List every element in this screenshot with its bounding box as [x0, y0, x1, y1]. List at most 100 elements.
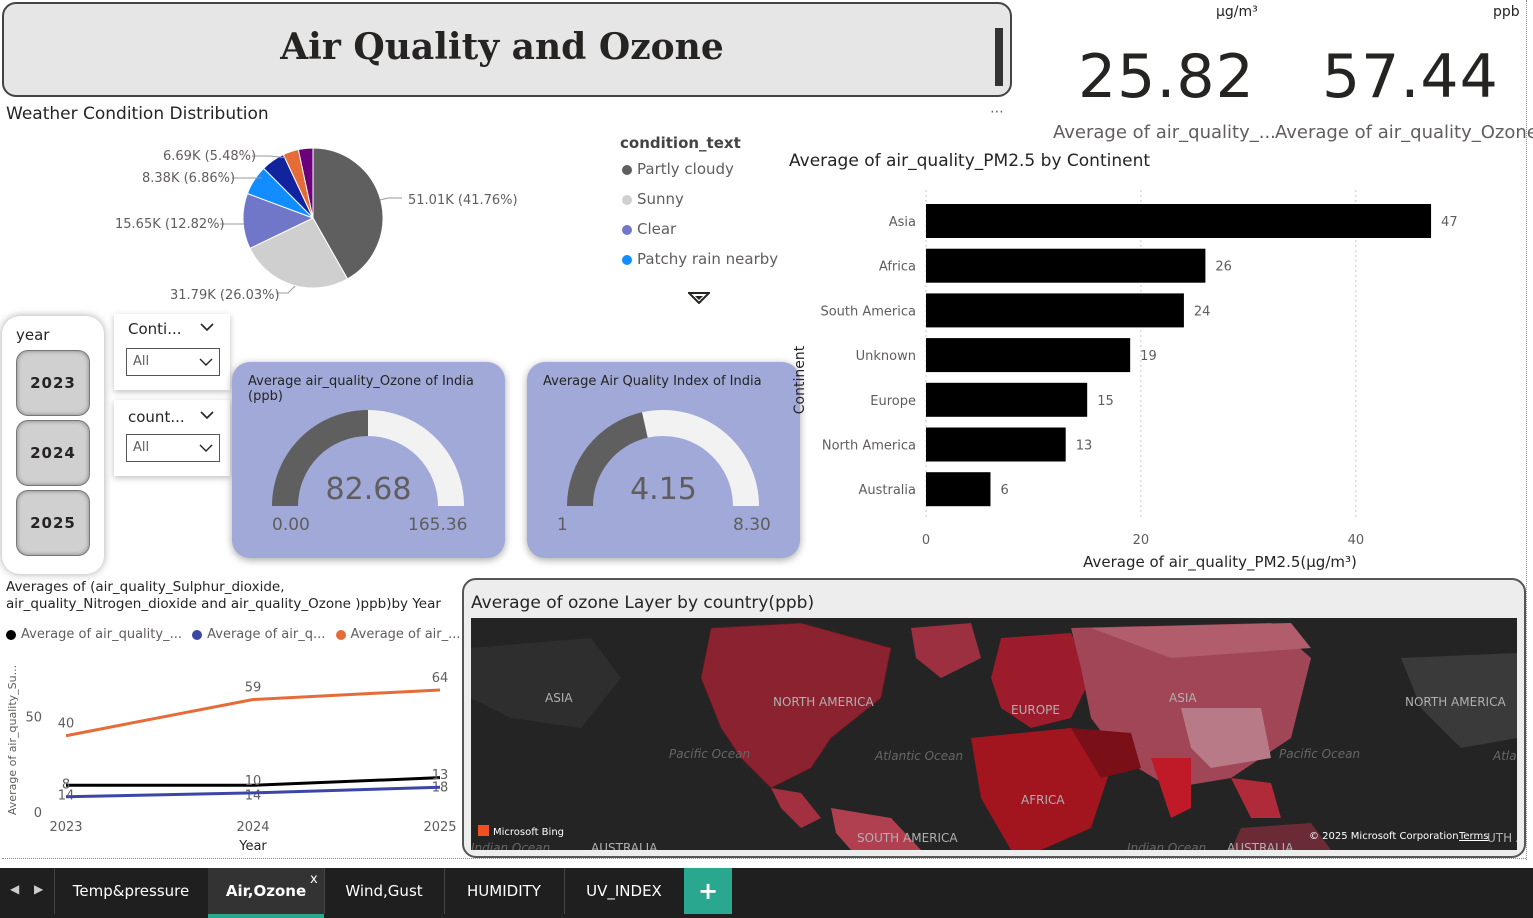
- pie-chart: 51.01K (41.76%) 31.79K (26.03%) 15.65K (…: [115, 147, 518, 303]
- gauge-min: 0.00: [272, 515, 310, 535]
- tab-close-icon[interactable]: x: [310, 872, 318, 887]
- gauge-fill: [272, 410, 368, 506]
- bar-x-tick: 40: [1348, 533, 1365, 548]
- gauge-value: 4.15: [630, 472, 697, 507]
- map-region-north-america-east: [1401, 653, 1517, 748]
- line-y-tick: 0: [34, 806, 42, 821]
- pie-label-4: 8.38K (6.86%): [142, 171, 235, 186]
- bar[interactable]: [926, 382, 1088, 417]
- gauge-max: 165.36: [408, 515, 468, 535]
- continent-dropdown[interactable]: All: [126, 348, 220, 376]
- gauge-card-aqi-india: Average Air Quality Index of India 4.15 …: [527, 362, 800, 558]
- bar[interactable]: [926, 472, 991, 507]
- continent-slicer: Conti... All: [114, 314, 230, 390]
- line-legend-item[interactable]: Average of air_q...: [192, 627, 325, 642]
- line-chart: Average of air_quality_Su... Year 0 50 202…: [6, 665, 457, 854]
- legend-dot: [192, 629, 203, 640]
- line-legend-item[interactable]: Average of air_...: [335, 627, 461, 642]
- bar-x-tick: 0: [922, 533, 930, 548]
- pie-legend-item[interactable]: Sunny: [622, 190, 684, 208]
- chevron-down-icon: [199, 358, 213, 366]
- title-banner: [2, 2, 1012, 97]
- tab-uv-index[interactable]: UV_INDEX: [586, 882, 662, 900]
- line-data-label: 10: [245, 774, 262, 789]
- bar[interactable]: [926, 204, 1432, 238]
- line-data-label: 59: [245, 680, 262, 695]
- pie-label-1: 51.01K (41.76%): [408, 193, 518, 208]
- map-label: NORTH AMERICA: [773, 695, 874, 709]
- bar[interactable]: [926, 338, 1131, 373]
- map-region-india: [1151, 758, 1191, 818]
- pie-legend-item[interactable]: Patchy rain nearby: [622, 250, 778, 268]
- map-label: AUSTRALIA: [591, 841, 658, 850]
- bar[interactable]: [926, 427, 1066, 462]
- pie-slice[interactable]: [242, 192, 315, 250]
- legend-dot: [622, 194, 632, 205]
- line-series[interactable]: [65, 785, 441, 799]
- bar-data-label: 24: [1194, 304, 1211, 319]
- pie-legend-title: condition_text: [620, 134, 741, 152]
- map-region-central-america: [771, 788, 821, 828]
- country-dropdown-value: All: [133, 440, 150, 455]
- country-dropdown[interactable]: All: [126, 434, 220, 462]
- line-legend-item[interactable]: Average of air_quality_...: [6, 627, 182, 642]
- bar[interactable]: [926, 293, 1184, 328]
- line-x-axis-label: Year: [238, 839, 267, 854]
- pie-slice[interactable]: [249, 217, 349, 289]
- map-region-middle-east: [1071, 728, 1141, 778]
- bar[interactable]: [926, 248, 1206, 283]
- pie-leader-2: [276, 285, 296, 294]
- pie-chart-title: Weather Condition Distribution: [6, 104, 269, 124]
- map-terms-link: Terms: [1458, 831, 1488, 842]
- tab-humidity[interactable]: HUMIDITY: [467, 882, 541, 900]
- line-data-label: 13: [432, 768, 449, 783]
- gauge-title: Average Air Quality Index of India: [543, 374, 762, 389]
- map-label: Pacific Ocean: [669, 747, 750, 761]
- chevron-down-icon[interactable]: [200, 322, 214, 332]
- map-region-southeast-asia: [1231, 778, 1281, 818]
- pie-label-3: 15.65K (12.82%): [115, 217, 225, 232]
- legend-label: Average of air_...: [350, 627, 461, 642]
- more-options-icon[interactable]: ⋯: [990, 104, 1004, 120]
- map-region-greenland: [911, 623, 981, 678]
- year-button-2025[interactable]: 2025: [16, 490, 90, 556]
- gauge-track: [368, 410, 464, 506]
- gauge-value: 82.68: [325, 472, 412, 507]
- chevron-down-icon[interactable]: [200, 410, 214, 420]
- map-label: Atlantic Ocean: [874, 749, 963, 763]
- year-button-2023[interactable]: 2023: [16, 350, 90, 416]
- continent-slicer-title: Conti...: [128, 320, 182, 338]
- pie-legend-item[interactable]: Clear: [622, 220, 676, 238]
- legend-label: Sunny: [637, 190, 684, 208]
- map-region-north-america: [700, 622, 892, 789]
- bar-category-label: North America: [822, 439, 916, 454]
- tab-air-ozone[interactable]: Air,Ozone: [208, 868, 324, 918]
- tab-temp-pressure[interactable]: Temp&pressure: [72, 882, 190, 900]
- tab-scroll-right-icon[interactable]: ▶: [34, 882, 44, 896]
- scroll-down-icon[interactable]: [688, 292, 710, 304]
- kpi-pm25-unit: µg/m³: [1216, 4, 1258, 20]
- microsoft-logo-icon: [478, 825, 489, 836]
- legend-label: Average of air_quality_...: [21, 627, 182, 642]
- line-data-label: 40: [58, 717, 75, 732]
- kpi-pm25-label: Average of air_quality_...: [1053, 122, 1276, 143]
- ozone-map[interactable]: ASIA NORTH AMERICA Pacific Ocean Atlantic O…: [471, 618, 1517, 850]
- tab-divider: [324, 868, 325, 914]
- gauge-max: 8.30: [733, 515, 771, 535]
- bar-data-label: 19: [1140, 349, 1157, 364]
- map-label: NORTH AMERICA: [1405, 695, 1506, 709]
- line-series[interactable]: [65, 688, 441, 738]
- line-series[interactable]: [66, 776, 441, 787]
- bar-y-axis-label: Continent: [792, 345, 808, 414]
- tab-wind-gust[interactable]: Wind,Gust: [345, 882, 423, 900]
- page-title: Air Quality and Ozone: [280, 26, 724, 68]
- year-button-2024[interactable]: 2024: [16, 420, 90, 486]
- pie-legend-item[interactable]: Partly cloudy: [622, 160, 734, 178]
- tab-scroll-left-icon[interactable]: ◀: [10, 882, 20, 896]
- pie-slice[interactable]: [297, 147, 314, 219]
- map-region-russia: [1091, 623, 1311, 658]
- legend-label: Patchy rain nearby: [637, 250, 779, 268]
- page-tab-bar: ◀ ▶ Temp&pressure Air,Ozone x Wind,Gust …: [0, 868, 1533, 918]
- add-page-button[interactable]: +: [684, 868, 732, 914]
- gauge-track: [642, 410, 759, 506]
